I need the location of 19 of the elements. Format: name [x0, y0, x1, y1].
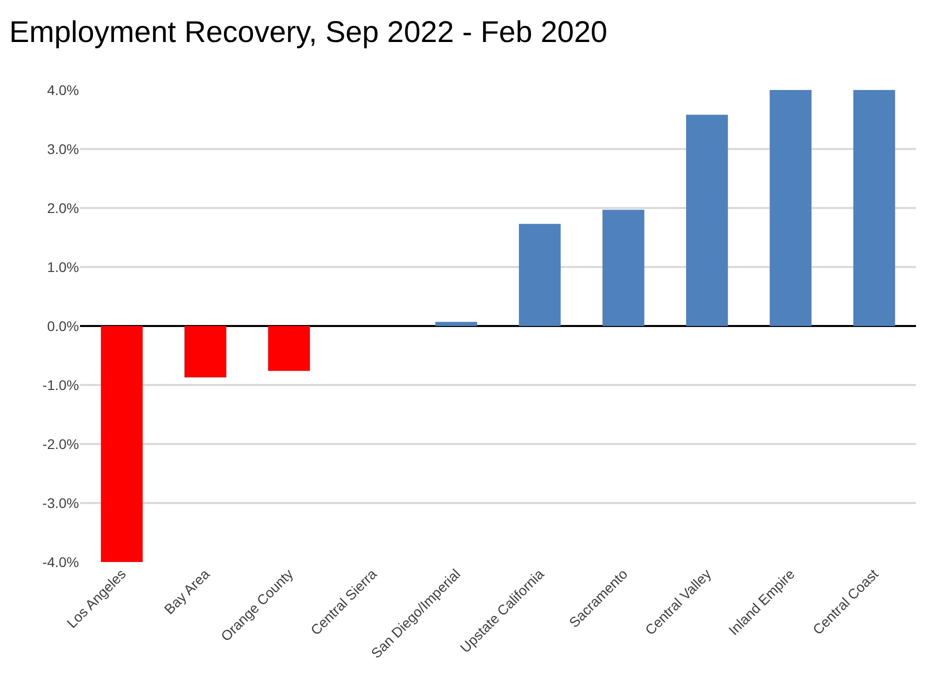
bar [184, 326, 226, 378]
y-tick-label: 2.0% [47, 200, 79, 216]
bar [686, 114, 728, 326]
bar [268, 326, 310, 371]
y-tick-label: -3.0% [42, 494, 79, 511]
y-tick-label: -1.0% [42, 376, 79, 393]
bar [853, 90, 896, 326]
y-tick-label: 1.0% [47, 258, 79, 275]
bar [770, 90, 812, 326]
chart-title: Employment Recovery, Sep 2022 - Feb 2020 [9, 16, 608, 49]
y-tick-label: -2.0% [42, 436, 79, 452]
y-tick-label: -4.0% [42, 554, 79, 570]
bar [100, 326, 143, 562]
bar [435, 322, 478, 326]
y-tick-label: 4.0% [47, 82, 79, 98]
y-tick-label: 3.0% [47, 140, 79, 157]
bar [518, 224, 561, 326]
y-tick-label: 0.0% [47, 318, 79, 334]
bar [602, 210, 644, 326]
